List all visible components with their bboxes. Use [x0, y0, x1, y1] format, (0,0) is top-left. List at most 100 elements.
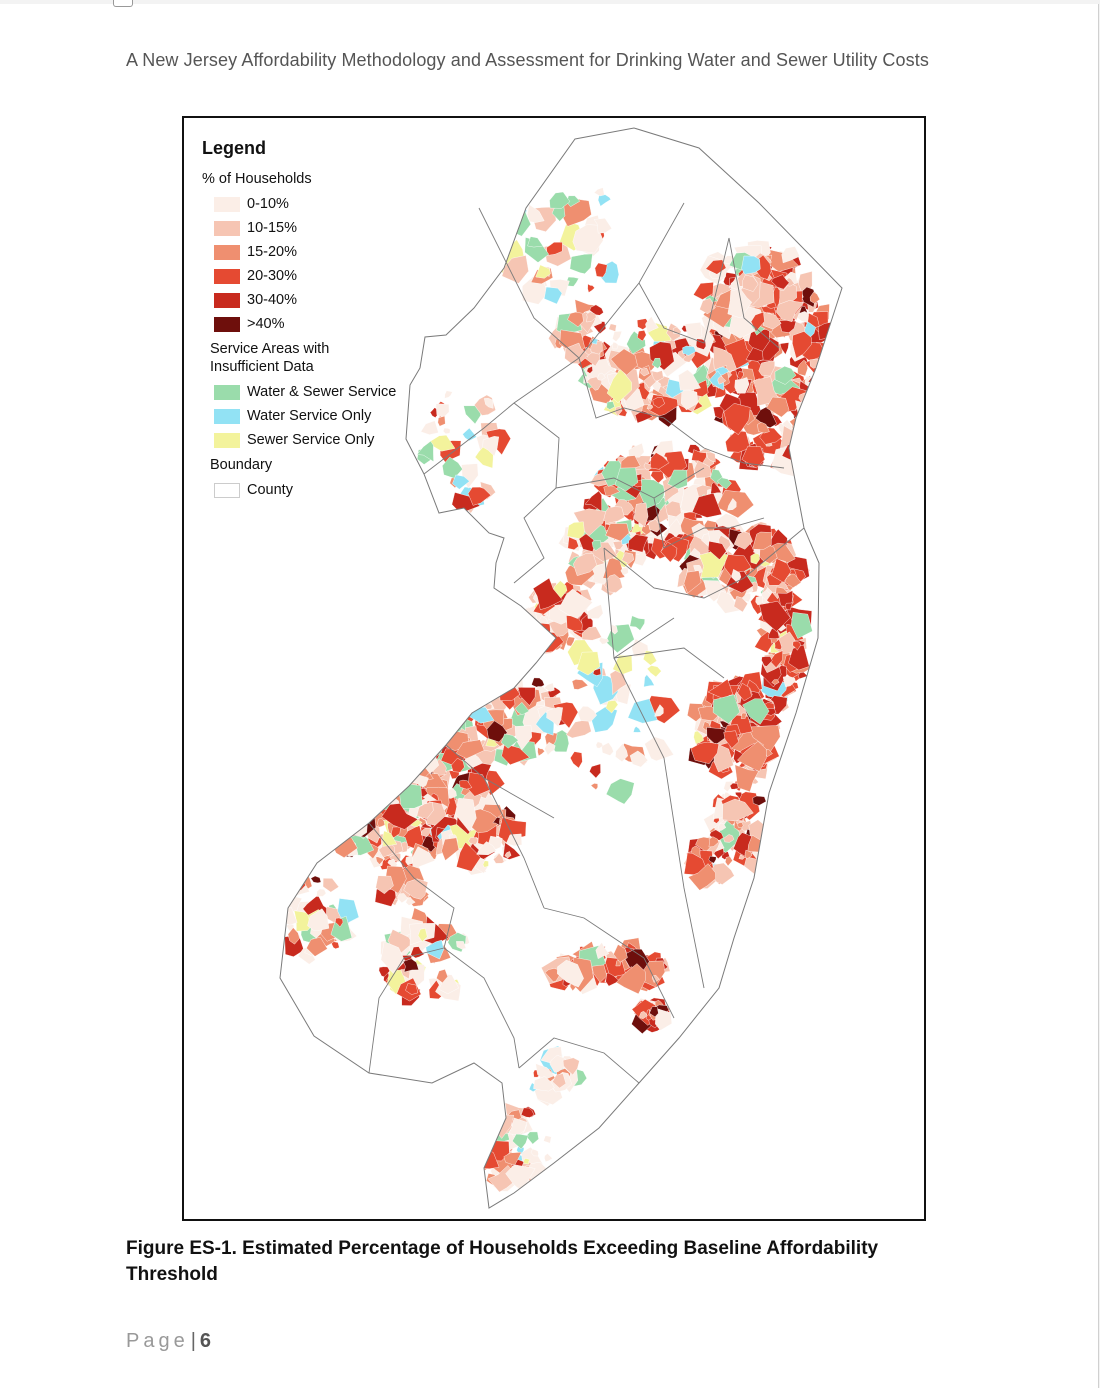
service-area-patch — [381, 803, 419, 830]
service-area-patch — [741, 255, 761, 275]
service-area-patch — [603, 485, 621, 497]
service-area-patch — [586, 311, 597, 323]
service-area-patch — [403, 958, 419, 973]
service-area-patch — [589, 763, 601, 779]
service-area-patch — [737, 741, 767, 772]
service-area-patch — [627, 698, 658, 724]
page-corner-mark — [113, 0, 133, 7]
service-area-patch — [417, 748, 428, 756]
legend-label-ins-2: Sewer Service Only — [247, 432, 375, 448]
legend-swatch-pct-3 — [214, 268, 240, 284]
service-area-patch — [680, 387, 698, 411]
service-area-patch — [334, 807, 355, 833]
legend-item-ins-1: Water Service Only — [202, 404, 396, 428]
service-area-patch — [400, 732, 420, 752]
service-area-patch — [557, 959, 584, 988]
service-area-patch — [806, 408, 824, 426]
legend-swatch-pct-4 — [214, 292, 240, 308]
service-area-fills — [280, 187, 839, 1196]
service-area-patch — [693, 282, 714, 300]
legend-item-ins-0: Water & Sewer Service — [202, 380, 396, 404]
service-area-patch — [523, 1158, 531, 1165]
service-area-patch — [369, 776, 401, 794]
service-area-patch — [388, 766, 405, 778]
service-area-patch — [504, 851, 512, 859]
service-area-patch — [723, 403, 751, 435]
page-number: 6 — [199, 1330, 212, 1352]
service-area-patch — [551, 206, 566, 222]
service-area-patch — [723, 834, 735, 843]
service-area-patch — [566, 521, 585, 540]
service-area-patch — [382, 830, 398, 847]
service-area-patch — [601, 742, 614, 756]
service-area-patch — [766, 396, 790, 418]
service-area-patch — [483, 1131, 494, 1145]
legend-item-pct-3: 20-30% — [202, 264, 396, 288]
service-area-patch — [734, 377, 750, 394]
legend-insufficient-heading: Service Areas with Insufficient Data — [210, 340, 396, 376]
service-area-patch — [733, 596, 748, 613]
service-area-patch — [310, 875, 322, 884]
service-area-patch — [420, 827, 431, 838]
legend-item-pct-1: 10-15% — [202, 216, 396, 240]
service-area-patch — [544, 741, 556, 756]
service-area-patch — [742, 698, 770, 725]
service-area-patch — [646, 404, 654, 410]
service-area-patch — [814, 391, 825, 400]
service-area-patch — [456, 941, 467, 950]
service-area-patch — [476, 694, 485, 706]
service-area-patch — [287, 927, 300, 945]
service-area-patch — [774, 638, 782, 650]
service-area-patch — [709, 370, 725, 391]
service-area-patch — [741, 445, 766, 469]
service-area-patch — [609, 624, 618, 635]
service-area-patch — [703, 580, 727, 602]
service-area-patch — [774, 365, 797, 385]
county-boundary-line — [578, 357, 705, 449]
service-area-patch — [423, 742, 436, 759]
service-area-patch — [537, 747, 545, 757]
service-area-patch — [757, 421, 770, 434]
service-area-patch — [404, 762, 414, 772]
service-area-patch — [467, 697, 477, 706]
new-jersey-map — [279, 127, 843, 1209]
service-area-patch — [755, 405, 777, 429]
service-area-patch — [442, 427, 451, 435]
service-area-patch — [378, 786, 388, 792]
county-boundary-line — [613, 657, 705, 989]
service-area-patch — [546, 241, 563, 256]
service-area-patch — [652, 396, 665, 409]
county-boundary-line — [638, 237, 730, 344]
service-area-patch — [595, 741, 604, 749]
legend-item-pct-4: 30-40% — [202, 288, 396, 312]
service-area-patch — [651, 974, 660, 983]
service-area-patch — [441, 837, 460, 861]
service-area-patch — [735, 791, 742, 800]
county-boundary-line — [483, 777, 545, 909]
service-area-patch — [482, 860, 489, 868]
service-area-patch — [594, 262, 608, 278]
legend-label-pct-4: 30-40% — [247, 292, 297, 308]
service-area-patch — [717, 477, 732, 490]
service-area-patch — [795, 400, 822, 430]
service-area-patch — [678, 369, 701, 391]
service-area-patch — [717, 822, 727, 831]
service-area-patch — [452, 696, 472, 712]
service-area-patch — [788, 644, 810, 671]
service-area-patch — [437, 415, 446, 427]
service-area-patch — [584, 490, 602, 512]
service-area-patch — [525, 1131, 539, 1145]
service-area-patch — [412, 846, 436, 870]
service-area-patch — [520, 1107, 535, 1118]
service-area-patch — [573, 552, 598, 576]
legend-swatch-county — [214, 482, 240, 498]
figure-frame: Legend % of Households 0-10% 10-15% 15-20%… — [182, 116, 926, 1221]
service-area-patch — [564, 342, 590, 364]
service-area-patch — [577, 706, 597, 723]
service-area-patch — [483, 398, 494, 409]
service-area-patch — [307, 908, 330, 931]
county-boundary-line — [443, 947, 520, 1069]
service-area-patch — [501, 743, 530, 766]
service-area-patch — [708, 836, 719, 848]
service-area-patch — [809, 291, 821, 304]
